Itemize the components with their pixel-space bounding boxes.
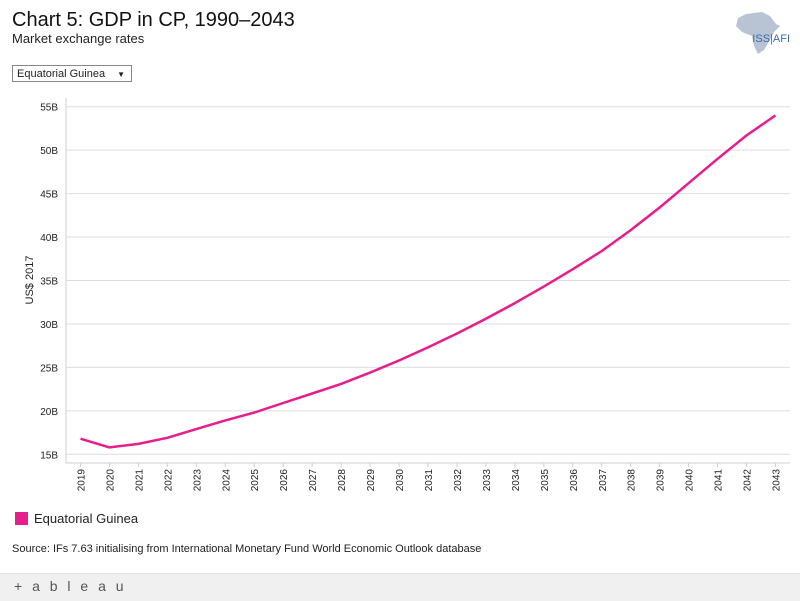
tableau-footer: + a b l e a u bbox=[0, 573, 800, 601]
chart-title: Chart 5: GDP in CP, 1990–2043 bbox=[12, 9, 295, 31]
series-line-equatorial-guinea bbox=[80, 114, 777, 449]
x-tick-label: 2034 bbox=[511, 469, 522, 492]
x-tick-label: 2031 bbox=[424, 469, 435, 492]
y-tick-label: 50B bbox=[40, 146, 58, 157]
x-tick-label: 2022 bbox=[163, 469, 174, 492]
x-tick-label: 2032 bbox=[453, 469, 464, 492]
x-tick-label: 2042 bbox=[743, 469, 754, 492]
x-tick-label: 2039 bbox=[656, 469, 667, 492]
line-chart: 15B 20B 25B 30B 35B 40B 45B 50B 55B 2019 2020 2021… bbox=[24, 98, 790, 492]
iss-afi-logo: ISS|AFI bbox=[752, 33, 790, 45]
tableau-logo[interactable]: + a b l e a u bbox=[14, 578, 127, 594]
x-axis-ticks: 2019 2020 2021 2022 2023 2024 2025 2026 2027 2028… bbox=[76, 463, 783, 492]
legend-swatch bbox=[15, 512, 28, 525]
x-tick-label: 2037 bbox=[598, 469, 609, 492]
x-tick-label: 2033 bbox=[482, 469, 493, 492]
source-note: Source: IFs 7.63 initialising from Inter… bbox=[12, 543, 482, 555]
africa-map-logo-icon bbox=[736, 12, 780, 54]
x-tick-label: 2043 bbox=[772, 469, 783, 492]
x-tick-label: 2035 bbox=[540, 469, 551, 492]
x-tick-label: 2019 bbox=[76, 469, 87, 492]
x-tick-label: 2027 bbox=[308, 469, 319, 492]
y-tick-label: 20B bbox=[40, 407, 58, 418]
y-axis-title: US$ 2017 bbox=[24, 256, 36, 305]
y-tick-label: 40B bbox=[40, 233, 58, 244]
x-tick-label: 2023 bbox=[192, 469, 203, 492]
y-tick-label: 25B bbox=[40, 363, 58, 374]
x-tick-label: 2024 bbox=[221, 469, 232, 492]
x-tick-label: 2040 bbox=[685, 469, 696, 492]
country-filter-dropdown[interactable]: Equatorial Guinea ▼ bbox=[12, 65, 132, 82]
x-tick-label: 2038 bbox=[627, 469, 638, 492]
country-filter-value: Equatorial Guinea bbox=[17, 68, 106, 80]
x-tick-label: 2041 bbox=[714, 469, 725, 492]
gridlines bbox=[66, 106, 790, 455]
y-tick-label: 15B bbox=[40, 450, 58, 461]
y-tick-label: 55B bbox=[40, 103, 58, 114]
x-tick-label: 2030 bbox=[395, 469, 406, 492]
legend-label: Equatorial Guinea bbox=[34, 511, 139, 526]
x-tick-label: 2028 bbox=[337, 469, 348, 492]
x-tick-label: 2025 bbox=[250, 469, 261, 492]
chart-subtitle: Market exchange rates bbox=[12, 31, 145, 46]
y-tick-label: 30B bbox=[40, 320, 58, 331]
x-tick-label: 2036 bbox=[569, 469, 580, 492]
x-tick-label: 2021 bbox=[134, 469, 145, 492]
y-axis-ticks: 15B 20B 25B 30B 35B 40B 45B 50B 55B bbox=[40, 103, 58, 462]
y-tick-label: 35B bbox=[40, 277, 58, 288]
legend: Equatorial Guinea bbox=[15, 511, 138, 526]
x-tick-label: 2026 bbox=[279, 469, 290, 492]
x-tick-label: 2029 bbox=[366, 469, 377, 492]
x-tick-label: 2020 bbox=[105, 469, 116, 492]
chevron-down-icon: ▼ bbox=[117, 70, 125, 79]
y-tick-label: 45B bbox=[40, 190, 58, 201]
